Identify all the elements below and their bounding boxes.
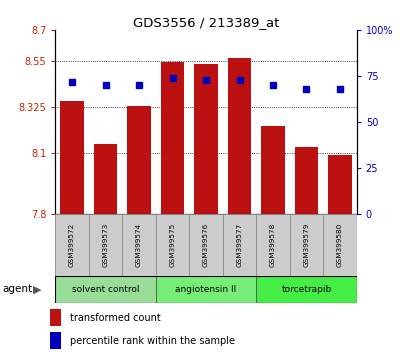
Bar — [127, 106, 151, 214]
Text: torcetrapib: torcetrapib — [281, 285, 331, 294]
Text: GSM399572: GSM399572 — [69, 223, 75, 267]
Bar — [289, 214, 322, 276]
Text: GSM399577: GSM399577 — [236, 223, 242, 267]
Text: GSM399575: GSM399575 — [169, 223, 175, 267]
Text: GSM399576: GSM399576 — [202, 223, 209, 267]
Bar — [60, 101, 83, 214]
Bar — [294, 147, 317, 214]
Text: ▶: ▶ — [33, 284, 41, 295]
Bar — [155, 276, 256, 303]
Text: solvent control: solvent control — [72, 285, 139, 294]
Title: GDS3556 / 213389_at: GDS3556 / 213389_at — [133, 16, 279, 29]
Text: percentile rank within the sample: percentile rank within the sample — [70, 336, 235, 346]
Text: GSM399578: GSM399578 — [270, 223, 275, 267]
Bar — [256, 214, 289, 276]
Bar — [50, 309, 61, 326]
Bar — [322, 214, 356, 276]
Bar — [89, 214, 122, 276]
Bar — [222, 214, 256, 276]
Text: GSM399580: GSM399580 — [336, 223, 342, 267]
Bar — [194, 64, 217, 214]
Bar — [256, 276, 356, 303]
Text: transformed count: transformed count — [70, 313, 161, 323]
Text: GSM399574: GSM399574 — [136, 223, 142, 267]
Text: GSM399573: GSM399573 — [102, 223, 108, 267]
Bar — [261, 126, 284, 214]
Text: angiotensin II: angiotensin II — [175, 285, 236, 294]
Bar — [189, 214, 222, 276]
Bar — [227, 58, 251, 214]
Bar — [94, 144, 117, 214]
Bar — [122, 214, 155, 276]
Bar — [55, 214, 89, 276]
Bar — [160, 62, 184, 214]
Text: GSM399579: GSM399579 — [303, 223, 309, 267]
Bar — [55, 276, 155, 303]
Bar — [328, 155, 351, 214]
Text: agent: agent — [2, 284, 32, 295]
Bar — [50, 332, 61, 349]
Bar — [155, 214, 189, 276]
